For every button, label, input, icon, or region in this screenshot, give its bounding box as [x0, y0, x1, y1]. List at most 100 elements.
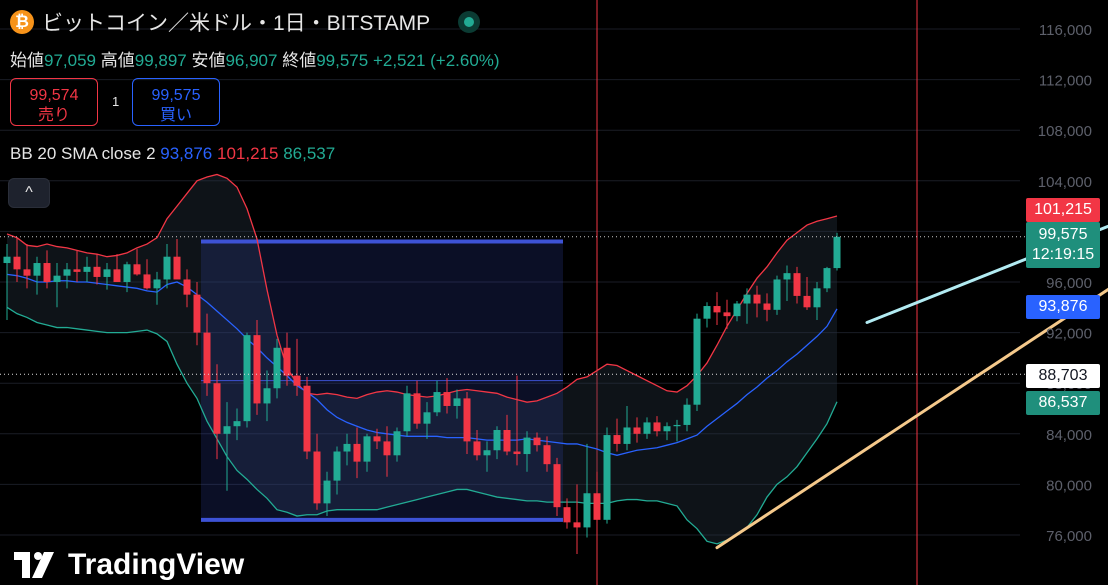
candle-body [273, 347, 281, 389]
basis-tag: 93,876 [1026, 295, 1100, 319]
upper-value: 101,215 [217, 144, 279, 163]
y-tick-label: 108,000 [1038, 123, 1092, 140]
sell-button[interactable]: 99,574 売り [10, 78, 98, 126]
last-price-tag: 99,575 12:19:15 [1026, 222, 1100, 268]
candle-body [623, 427, 631, 444]
candle-body [283, 347, 291, 376]
candle-body [333, 451, 341, 481]
indicator-name: BB 20 SMA close 2 [10, 144, 156, 163]
low-value: 96,907 [225, 51, 278, 70]
basis-value: 93,876 [160, 144, 213, 163]
candle-body [193, 294, 201, 333]
candle-body [263, 388, 271, 404]
chart-header: ₿ ビットコイン／米ドル・1日・BITSTAMP [10, 8, 481, 36]
candle-body [173, 256, 181, 280]
candle-body [733, 303, 741, 317]
candle-body [433, 392, 441, 413]
open-value: 97,059 [44, 51, 96, 70]
collapse-legend-button[interactable]: ^ [8, 178, 50, 208]
tradingview-logo-icon [14, 552, 54, 578]
candle-body [763, 303, 771, 310]
close-value: 99,575 [316, 51, 369, 70]
candle-body [3, 256, 11, 264]
candle-body [783, 273, 791, 280]
y-tick-label: 96,000 [1046, 275, 1092, 292]
candle-body [483, 450, 491, 456]
candle-body [713, 306, 721, 313]
bitcoin-icon: ₿ [10, 10, 34, 34]
candle-body [253, 335, 261, 404]
lower-band-tag: 86,537 [1026, 391, 1100, 415]
candle-body [423, 412, 431, 424]
candle-body [693, 318, 701, 405]
candle-body [373, 436, 381, 442]
candle-body [533, 437, 541, 446]
high-label: 高値 [100, 51, 135, 70]
candle-body [133, 264, 141, 275]
candle-body [73, 269, 81, 272]
bar-countdown: 12:19:15 [1031, 246, 1095, 263]
candle-body [503, 430, 511, 452]
candle-body [343, 443, 351, 452]
candle-body [113, 269, 121, 282]
candle-body [303, 385, 311, 452]
candle-body [673, 424, 681, 427]
lower-band-line [6, 306, 838, 545]
buy-label: 買い [159, 107, 192, 124]
candle-body [613, 435, 621, 444]
candle-body [353, 443, 361, 462]
candle-body [463, 398, 471, 442]
buy-price: 99,575 [151, 87, 201, 104]
candle-body [643, 422, 651, 434]
indicator-legend[interactable]: BB 20 SMA close 2 93,876 101,215 86,537 [10, 144, 335, 164]
candle-body [13, 256, 21, 270]
range-box [201, 239, 563, 522]
candle-body [543, 445, 551, 465]
candle-body [633, 427, 641, 434]
buy-button[interactable]: 99,575 買い [132, 78, 220, 126]
candle-body [383, 441, 391, 456]
low-label: 安値 [191, 51, 226, 70]
candle-body [213, 383, 221, 434]
order-quantity[interactable]: 1 [112, 94, 120, 109]
candle-body [793, 273, 801, 296]
candle-body [823, 268, 831, 289]
symbol-title[interactable]: ビットコイン／米ドル・1日・BITSTAMP [42, 12, 431, 35]
candle-body [43, 263, 51, 282]
candle-body [603, 435, 611, 520]
y-tick-label: 76,000 [1046, 528, 1092, 545]
y-tick-label: 84,000 [1046, 427, 1092, 444]
candle-body [573, 522, 581, 528]
candle-body [23, 269, 31, 276]
candle-body [683, 404, 691, 425]
candle-body [163, 256, 171, 280]
market-status-icon [458, 11, 481, 33]
sell-label: 売り [37, 107, 70, 124]
candle-body [153, 279, 161, 289]
candle-body [833, 236, 841, 269]
y-tick-label: 112,000 [1039, 73, 1092, 90]
candle-body [593, 493, 601, 520]
candle-body [743, 294, 751, 304]
close-label: 終値 [282, 51, 317, 70]
candle-body [183, 279, 191, 295]
candle-body [773, 279, 781, 310]
candle-body [233, 421, 241, 427]
candle-body [103, 269, 111, 277]
sell-price: 99,574 [29, 87, 79, 104]
candle-body [753, 294, 761, 304]
candle-body [243, 335, 251, 422]
candle-body [83, 266, 91, 272]
change-value: +2,521 (+2.60%) [372, 51, 500, 70]
candle-body [123, 264, 131, 282]
price-axis: 116,000112,000108,000104,000100,00096,00… [1038, 22, 1092, 545]
open-label: 始値 [10, 51, 44, 70]
trendline-support [715, 287, 1108, 550]
candles [3, 232, 841, 554]
candle-body [723, 312, 731, 317]
basis-line [6, 273, 838, 456]
candle-body [703, 306, 711, 319]
logo-text: TradingView [68, 548, 245, 581]
candle-body [63, 269, 71, 276]
